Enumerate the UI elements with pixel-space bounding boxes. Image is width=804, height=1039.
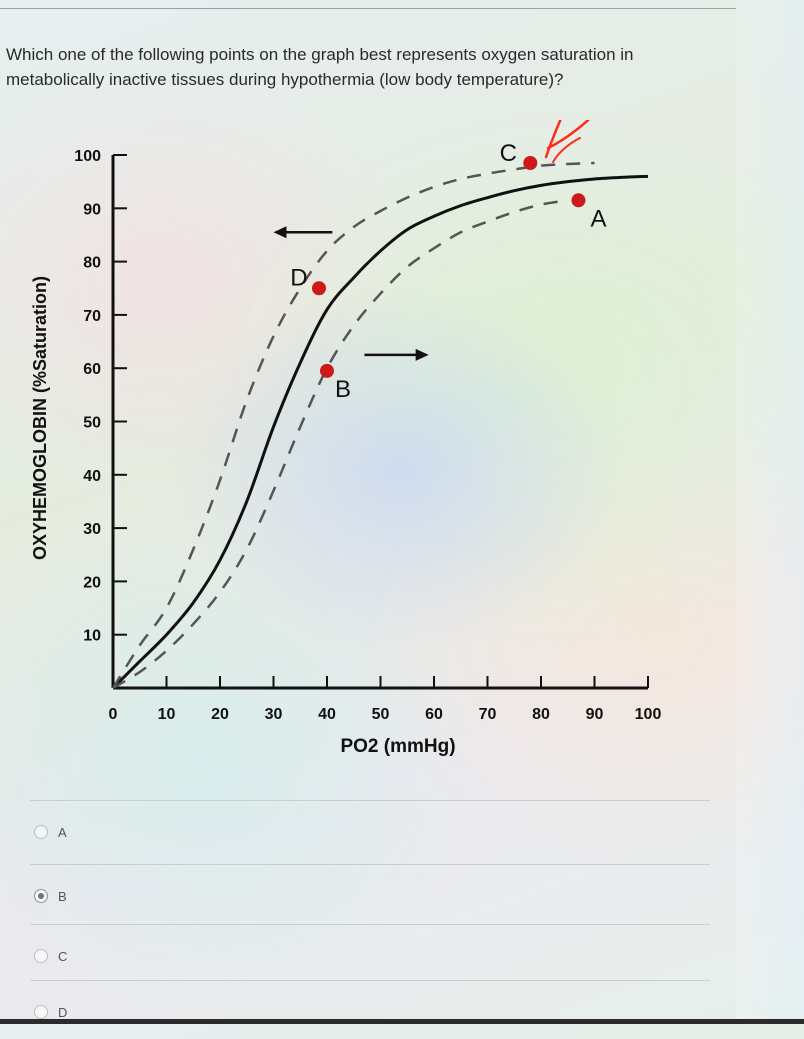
curve-dashed-2 [112,199,568,690]
choice-a-radio[interactable] [34,825,48,839]
curve-solid [111,174,649,690]
choice-b-label: B [58,889,67,904]
choice-a[interactable]: A [30,800,710,859]
arrow-right-icon [415,348,429,361]
handwritten-check-icon [544,120,590,163]
y-tick-label: 100 [74,148,101,165]
choice-d-radio[interactable] [34,1005,48,1019]
y-tick-label: 20 [83,574,101,591]
page-right-edge [736,0,804,1024]
chart-arrows [273,226,429,361]
point-a-label: A [590,205,606,232]
arrow-left-icon [273,226,287,239]
choice-b-radio[interactable] [34,889,48,903]
chart-axes [111,155,648,690]
x-tick-label: 10 [158,706,176,723]
x-tick-label: 80 [532,706,550,723]
x-tick-label: 50 [372,706,390,723]
x-tick-label: 20 [211,706,229,723]
x-tick-label: 100 [635,706,662,723]
point-d-label: D [290,264,307,291]
x-tick-label: 60 [425,706,443,723]
y-tick-label: 30 [83,521,101,538]
x-tick-label: 90 [586,706,604,723]
x-tick-label: 40 [318,706,336,723]
point-a [571,193,586,208]
choice-c-label: C [58,949,68,964]
chart-curves [111,161,649,690]
choice-c[interactable]: C [30,924,710,983]
y-tick-label: 90 [83,201,101,218]
chart-points: A B C D [290,140,606,403]
x-tick-label: 30 [265,706,283,723]
choice-b[interactable]: B [30,864,710,923]
top-divider [0,8,736,9]
y-tick-label: 40 [83,468,101,485]
y-tick-label: 80 [83,255,101,272]
x-axis-label: PO2 (mmHg) [340,736,455,757]
oxyhemoglobin-chart: 0 10 20 30 40 50 60 70 80 90 100 10 20 30 40 50 60 70 80 90… [30,120,661,757]
choice-c-radio[interactable] [34,949,48,963]
y-tick-label: 10 [83,628,101,645]
choice-a-label: A [58,825,67,840]
point-c [523,155,538,170]
y-tick-label: 50 [83,415,101,432]
point-b-label: B [335,376,351,403]
y-axis-label: OXYHEMOGLOBIN (%Saturation) [30,276,50,560]
y-tick-label: 60 [83,361,101,378]
question-text: Which one of the following points on the… [6,45,634,89]
choice-d[interactable]: D [30,980,710,1039]
point-d [311,281,326,296]
x-tick-label: 0 [109,706,118,723]
bottom-bar [0,1019,804,1024]
curve-dashed-1 [111,161,595,689]
choice-d-label: D [58,1005,68,1020]
x-tick-label: 70 [479,706,497,723]
y-tick-label: 70 [83,308,101,325]
point-c-label: C [500,140,517,167]
point-b [320,363,334,378]
chart-ticks: 0 10 20 30 40 50 60 70 80 90 100 10 20 30 40 50 60 70 80 90… [74,148,661,723]
